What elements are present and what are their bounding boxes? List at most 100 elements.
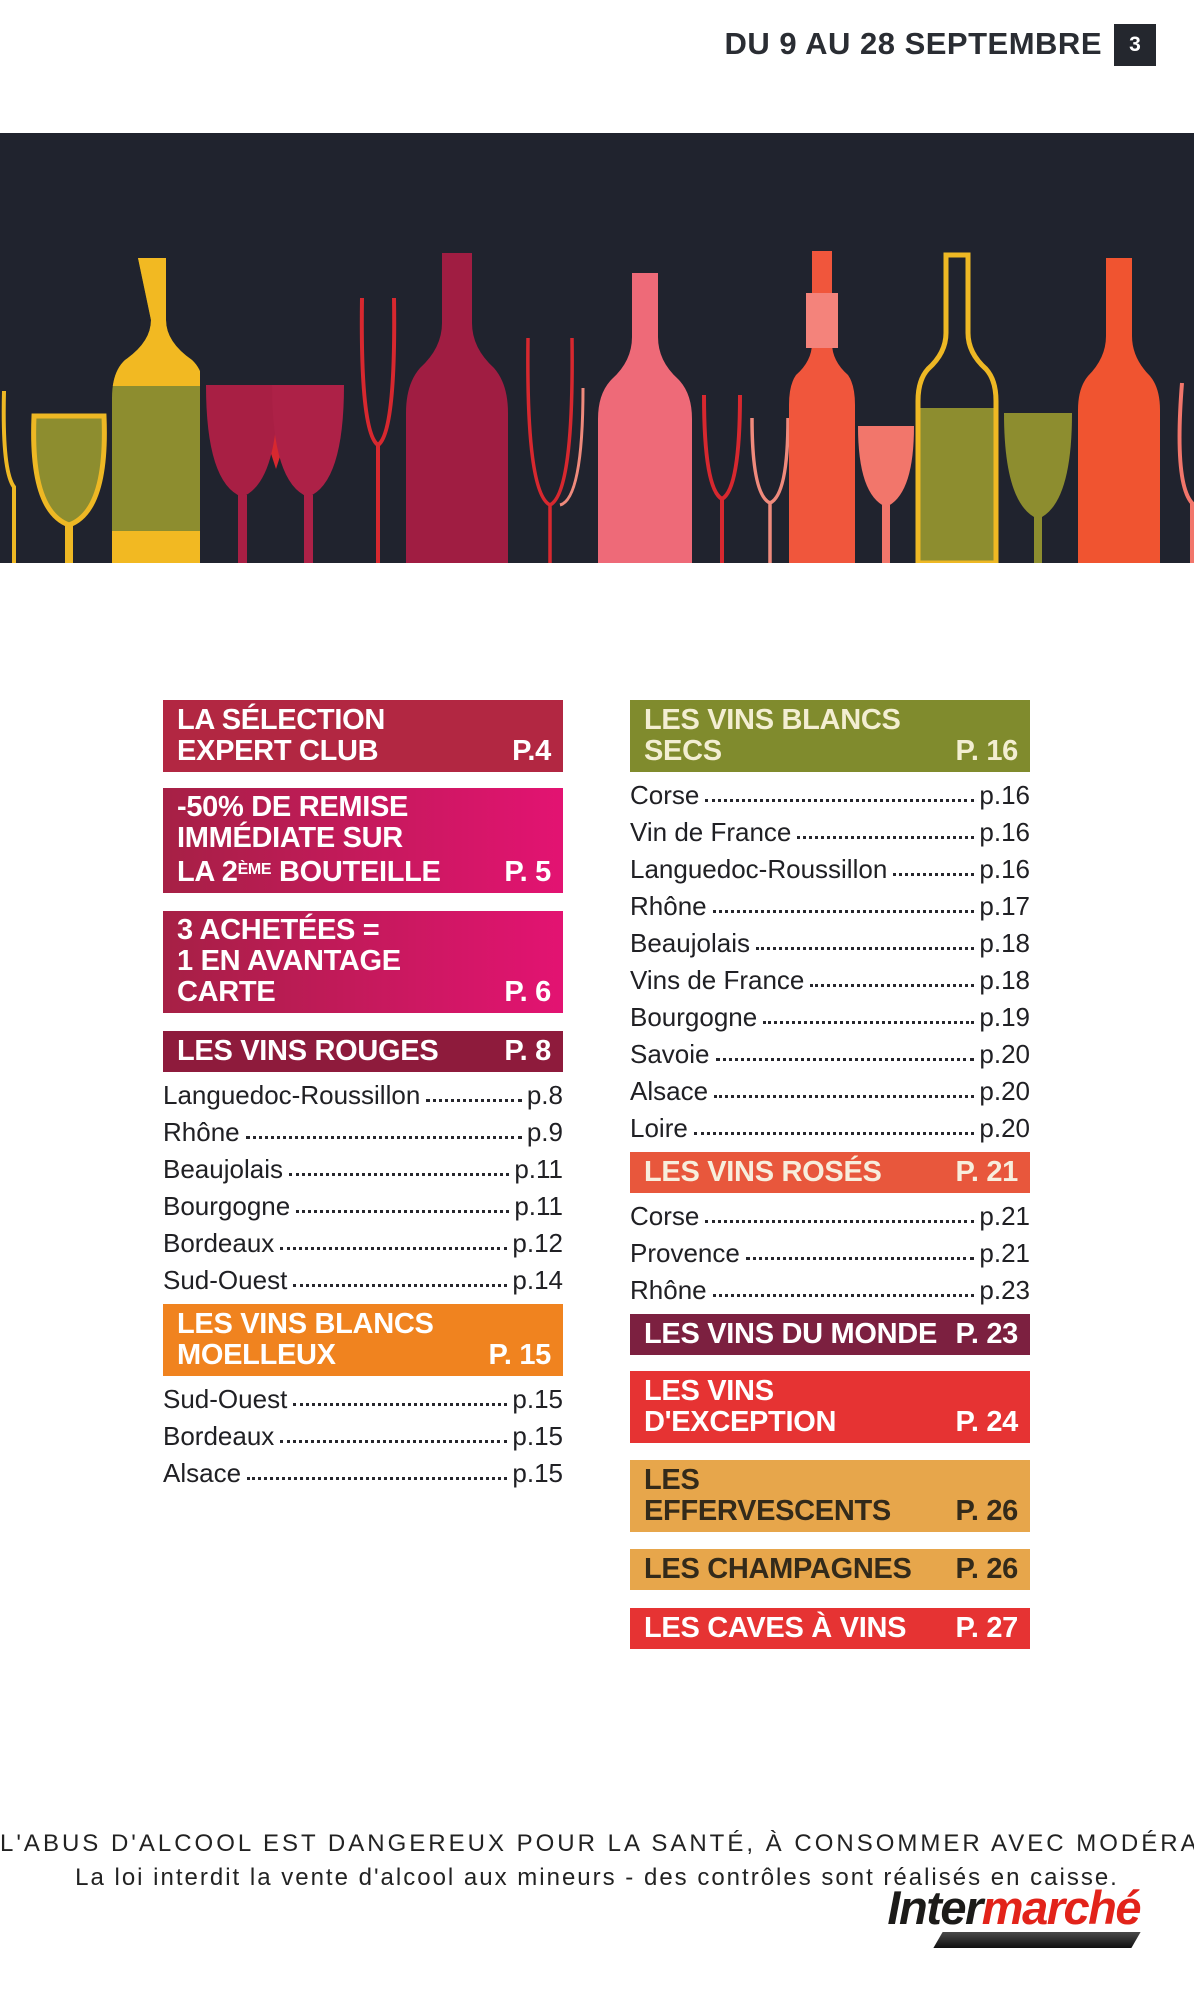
alcohol-warning-line1: L'ABUS D'ALCOOL EST DANGEREUX POUR LA SA… (0, 1830, 1194, 1857)
header-label: 3 ACHETÉES = 1 EN AVANTAGE CARTE (177, 914, 401, 1008)
toc-item[interactable]: Languedoc-Roussillon p.8 (163, 1082, 563, 1109)
toc-header-caves-a-vins[interactable]: LES CAVES À VINS P. 27 (630, 1608, 1030, 1649)
toc-header-vins-du-monde[interactable]: LES VINS DU MONDE P. 23 (630, 1314, 1030, 1355)
toc-header-3-achetees[interactable]: 3 ACHETÉES = 1 EN AVANTAGE CARTE P. 6 (163, 911, 563, 1013)
intermarche-logo: Intermarché (887, 1881, 1142, 1948)
toc-item[interactable]: Corse p.21 (630, 1203, 1030, 1230)
toc-item[interactable]: Corse p.16 (630, 782, 1030, 809)
toc-header-remise-50[interactable]: -50% DE REMISE IMMÉDIATE SUR LA 2ÈME BOUT… (163, 788, 563, 893)
dot-leader (280, 1247, 508, 1250)
toc-item-label: Beaujolais (163, 1154, 283, 1184)
header-page-ref: P.4 (512, 735, 551, 767)
dot-leader (280, 1440, 508, 1443)
toc-item-page-ref: p.9 (526, 1117, 563, 1147)
toc-item[interactable]: Bordeaux p.15 (163, 1423, 563, 1450)
dot-leader (715, 1058, 975, 1061)
toc-item-page-ref: p.11 (514, 1154, 563, 1184)
toc-item[interactable]: Bourgogne p.19 (630, 1004, 1030, 1031)
toc-item-page-ref: p.20 (979, 1113, 1030, 1143)
toc-item[interactable]: Languedoc-Roussillon p.16 (630, 856, 1030, 883)
toc-item-page-ref: p.15 (512, 1458, 563, 1488)
toc-item[interactable]: Bordeaux p.12 (163, 1230, 563, 1257)
header-page-ref: P. 5 (504, 856, 551, 888)
toc-item-label: Languedoc-Roussillon (630, 854, 888, 884)
toc-item[interactable]: Rhône p.17 (630, 893, 1030, 920)
toc-item[interactable]: Beaujolais p.18 (630, 930, 1030, 957)
header-label: LES VINS ROUGES (177, 1035, 439, 1067)
toc-item[interactable]: Bourgogne p.11 (163, 1193, 563, 1220)
date-range: DU 9 AU 28 SEPTEMBRE (724, 26, 1102, 61)
toc-item-label: Savoie (630, 1039, 710, 1069)
toc-item-label: Alsace (630, 1076, 709, 1106)
header-label: LES CHAMPAGNES (644, 1553, 912, 1585)
header-page-ref: P. 26 (955, 1495, 1019, 1527)
toc-item-label: Bourgogne (630, 1002, 758, 1032)
logo-swoosh-bar (933, 1932, 1141, 1948)
toc-header-effervescents[interactable]: LES EFFERVESCENTS P. 26 (630, 1460, 1030, 1532)
toc-item-page-ref: p.17 (979, 891, 1030, 921)
header-page-ref: P. 15 (488, 1339, 552, 1371)
header-page-ref: P. 8 (504, 1035, 551, 1067)
toc-header-vins-exception[interactable]: LES VINS D'EXCEPTION P. 24 (630, 1371, 1030, 1443)
toc-header-champagnes[interactable]: LES CHAMPAGNES P. 26 (630, 1549, 1030, 1590)
wine-banner-svg (0, 133, 1194, 563)
dot-leader (714, 1095, 975, 1098)
toc-item-label: Corse (630, 1201, 700, 1231)
dot-leader (705, 1220, 975, 1223)
toc-item[interactable]: Rhône p.23 (630, 1277, 1030, 1304)
toc-item-label: Rhône (163, 1117, 240, 1147)
toc-item-page-ref: p.12 (512, 1228, 563, 1258)
toc-item[interactable]: Rhône p.9 (163, 1119, 563, 1146)
toc-item-page-ref: p.16 (979, 854, 1030, 884)
toc-item-label: Languedoc-Roussillon (163, 1080, 421, 1110)
toc-item[interactable]: Provence p.21 (630, 1240, 1030, 1267)
dot-leader (763, 1021, 975, 1024)
logo-text-inter: Inter (887, 1881, 983, 1934)
dot-leader (693, 1132, 975, 1135)
toc-item[interactable]: Alsace p.15 (163, 1460, 563, 1487)
toc-header-selection-expert-club[interactable]: LA SÉLECTION EXPERT CLUB P.4 (163, 700, 563, 772)
alcohol-warning-line2: La loi interdit la vente d'alcool aux mi… (75, 1864, 1119, 1891)
toc-right-column: LES VINS BLANCS SECS P. 16 Corse p.16 Vin de… (630, 700, 1030, 1649)
toc-item-page-ref: p.19 (979, 1002, 1030, 1032)
toc-item-page-ref: p.16 (979, 817, 1030, 847)
toc-item-label: Corse (630, 780, 700, 810)
toc-item-page-ref: p.18 (979, 928, 1030, 958)
header-label: LES EFFERVESCENTS (644, 1464, 891, 1527)
toc-header-vins-blancs-moelleux[interactable]: LES VINS BLANCS MOELLEUX P. 15 (163, 1304, 563, 1376)
toc-item[interactable]: Vins de France p.18 (630, 967, 1030, 994)
toc-item-page-ref: p.18 (979, 965, 1030, 995)
vins-blancs-moelleux-items: Sud-Ouest p.15 Bordeaux p.15 Alsace p.15 (163, 1386, 563, 1487)
toc-item-page-ref: p.8 (526, 1080, 563, 1110)
toc-item[interactable]: Loire p.20 (630, 1115, 1030, 1142)
toc-item-label: Rhône (630, 1275, 707, 1305)
page-number-badge: 3 (1114, 24, 1156, 66)
toc-item-label: Sud-Ouest (163, 1384, 288, 1414)
toc-item-label: Vins de France (630, 965, 805, 995)
dot-leader (745, 1257, 975, 1260)
toc-item[interactable]: Alsace p.20 (630, 1078, 1030, 1105)
toc-item-page-ref: p.15 (512, 1384, 563, 1414)
toc-item-page-ref: p.16 (979, 780, 1030, 810)
toc-item-page-ref: p.11 (514, 1191, 563, 1221)
header-label: -50% DE REMISE IMMÉDIATE SUR LA 2ÈME BOUT… (177, 791, 441, 888)
toc-header-vins-roses[interactable]: LES VINS ROSÉS P. 21 (630, 1152, 1030, 1193)
header-label: LES CAVES À VINS (644, 1612, 907, 1644)
toc-item[interactable]: Sud-Ouest p.15 (163, 1386, 563, 1413)
toc-item-label: Sud-Ouest (163, 1265, 288, 1295)
header-page-ref: P. 23 (955, 1318, 1019, 1350)
toc-item-page-ref: p.15 (512, 1421, 563, 1451)
toc-item[interactable]: Vin de France p.16 (630, 819, 1030, 846)
dot-leader (426, 1099, 522, 1102)
toc-item[interactable]: Savoie p.20 (630, 1041, 1030, 1068)
toc-item-page-ref: p.21 (979, 1238, 1030, 1268)
toc-header-vins-rouges[interactable]: LES VINS ROUGES P. 8 (163, 1031, 563, 1072)
header-page-ref: P. 27 (955, 1612, 1019, 1644)
toc-item-page-ref: p.23 (979, 1275, 1030, 1305)
logo-text-marche: marché (981, 1881, 1142, 1934)
toc-item-label: Bourgogne (163, 1191, 291, 1221)
toc-item[interactable]: Beaujolais p.11 (163, 1156, 563, 1183)
toc-item-label: Bordeaux (163, 1228, 275, 1258)
toc-header-vins-blancs-secs[interactable]: LES VINS BLANCS SECS P. 16 (630, 700, 1030, 772)
toc-item[interactable]: Sud-Ouest p.14 (163, 1267, 563, 1294)
